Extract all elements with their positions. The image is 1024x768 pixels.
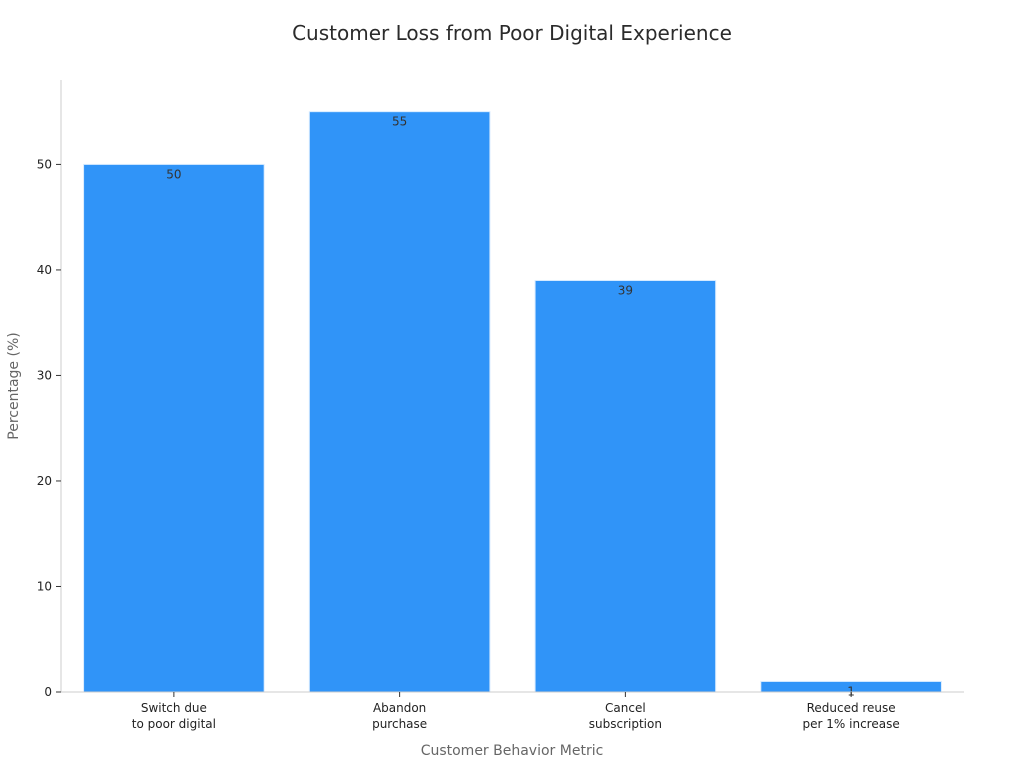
x-ticks: Switch due to poor digital Abandon purchase… bbox=[132, 692, 900, 731]
x-tick-label: to poor digital bbox=[132, 717, 216, 731]
bar-value-label: 1 bbox=[847, 684, 855, 698]
x-tick-label: Cancel bbox=[605, 701, 646, 715]
y-axis-title: Percentage (%) bbox=[6, 332, 22, 439]
bar-value-label: 39 bbox=[618, 283, 633, 297]
y-tick-label: 20 bbox=[37, 474, 52, 488]
bar bbox=[534, 279, 717, 693]
bars-layer: 50 55 39 1 bbox=[83, 111, 942, 698]
x-tick-label: subscription bbox=[589, 717, 662, 731]
y-tick-label: 40 bbox=[37, 263, 52, 277]
x-axis-title: Customer Behavior Metric bbox=[421, 743, 604, 759]
y-tick-label: 30 bbox=[37, 368, 52, 382]
x-tick-label: purchase bbox=[372, 717, 427, 731]
chart-title: Customer Loss from Poor Digital Experien… bbox=[292, 21, 732, 45]
x-tick-label: Abandon bbox=[373, 701, 426, 715]
bar-value-label: 55 bbox=[392, 115, 407, 129]
y-tick-label: 10 bbox=[37, 579, 52, 593]
x-tick-label: Switch due bbox=[141, 701, 207, 715]
x-tick-label: per 1% increase bbox=[803, 717, 900, 731]
y-tick-label: 0 bbox=[44, 685, 52, 699]
y-tick-label: 50 bbox=[37, 157, 52, 171]
bar bbox=[308, 111, 491, 693]
x-tick-label: Reduced reuse bbox=[807, 701, 896, 715]
bar bbox=[83, 163, 265, 693]
y-ticks: 0 10 20 30 40 50 bbox=[37, 157, 61, 699]
axes-layer bbox=[60, 80, 964, 693]
bar-value-label: 50 bbox=[166, 167, 181, 181]
